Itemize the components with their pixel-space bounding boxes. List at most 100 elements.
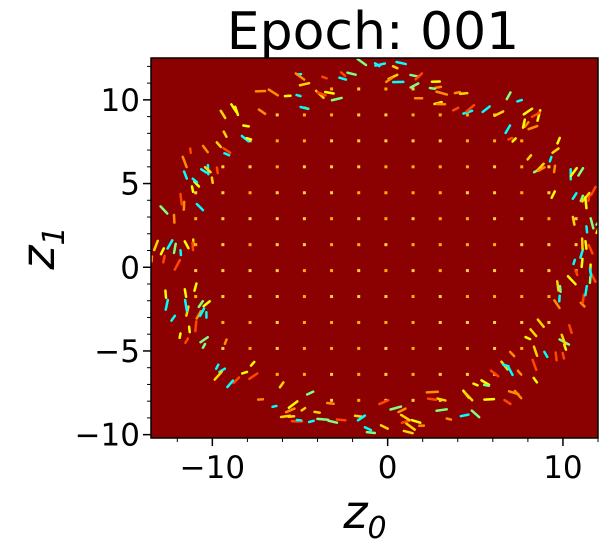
heatmap-boundary-cell bbox=[580, 257, 584, 269]
heatmap-boundary-cell bbox=[159, 205, 169, 215]
heatmap-boundary-cell bbox=[330, 96, 343, 102]
heatmap-cell bbox=[275, 243, 279, 247]
heatmap-boundary-cell bbox=[414, 72, 424, 81]
heatmap-boundary-cell bbox=[232, 376, 241, 385]
x-axis-label: z0 bbox=[342, 485, 386, 546]
heatmap-boundary-cell bbox=[153, 239, 160, 252]
heatmap-boundary-cell bbox=[173, 258, 182, 271]
heatmap-boundary-cell bbox=[284, 407, 296, 414]
heatmap-boundary-cell bbox=[521, 118, 527, 129]
heatmap-boundary-cell bbox=[524, 335, 532, 341]
heatmap-cell bbox=[275, 295, 279, 299]
heatmap-cell bbox=[221, 165, 225, 169]
heatmap-cell bbox=[465, 191, 469, 195]
heatmap-boundary-cell bbox=[462, 109, 474, 115]
heatmap-boundary-cell bbox=[179, 192, 183, 206]
heatmap-boundary-cell bbox=[214, 363, 220, 371]
heatmap-cell bbox=[384, 113, 388, 117]
heatmap-cell bbox=[411, 113, 415, 117]
heatmap-boundary-cell bbox=[472, 382, 479, 387]
heatmap-cell bbox=[520, 269, 524, 273]
heatmap-boundary-cell bbox=[159, 247, 165, 256]
heatmap-cell bbox=[275, 346, 279, 350]
heatmap-cell bbox=[221, 346, 225, 350]
heatmap-cell bbox=[302, 346, 306, 350]
x-tick-label: 0 bbox=[378, 450, 398, 486]
heatmap-cell bbox=[194, 243, 198, 247]
heatmap-cell bbox=[357, 320, 361, 324]
heatmap-boundary-cell bbox=[321, 75, 328, 80]
heatmap-cell bbox=[357, 269, 361, 273]
heatmap-boundary-cell bbox=[543, 350, 549, 359]
heatmap-boundary-cell bbox=[584, 239, 588, 250]
heatmap-boundary-cell bbox=[601, 221, 602, 227]
heatmap-boundary-cell bbox=[523, 121, 530, 128]
plot-frame bbox=[150, 57, 599, 439]
heatmap-boundary-cell bbox=[193, 282, 198, 292]
heatmap-boundary-cell bbox=[552, 164, 557, 174]
heatmap-cell bbox=[574, 243, 578, 247]
heatmap-boundary-cell bbox=[556, 136, 561, 145]
heatmap-cell bbox=[520, 295, 524, 299]
heatmap-cell bbox=[438, 346, 442, 350]
heatmap-cell bbox=[330, 398, 334, 402]
heatmap-boundary-cell bbox=[218, 367, 227, 374]
heatmap-cell bbox=[248, 320, 252, 324]
heatmap-cell bbox=[465, 372, 469, 376]
heatmap-boundary-cell bbox=[560, 333, 567, 346]
heatmap-cell bbox=[221, 320, 225, 324]
heatmap-boundary-cell bbox=[579, 301, 586, 308]
plot-area bbox=[150, 57, 602, 439]
heatmap-boundary-cell bbox=[445, 417, 453, 421]
heatmap-cell bbox=[493, 139, 497, 143]
heatmap-cell bbox=[547, 191, 551, 195]
heatmap-cell bbox=[438, 217, 442, 221]
heatmap-boundary-cell bbox=[373, 62, 381, 68]
heatmap-cell bbox=[275, 165, 279, 169]
heatmap-cell bbox=[493, 295, 497, 299]
heatmap-boundary-cell bbox=[493, 110, 505, 117]
heatmap-boundary-cell bbox=[426, 397, 438, 401]
heatmap-boundary-cell bbox=[391, 65, 399, 70]
heatmap-boundary-cell bbox=[191, 177, 199, 184]
heatmap-boundary-cell bbox=[395, 60, 408, 66]
heatmap-boundary-cell bbox=[307, 419, 315, 424]
heatmap-cell bbox=[438, 269, 442, 273]
heatmap-cell bbox=[194, 295, 198, 299]
heatmap-cell bbox=[302, 295, 306, 299]
heatmap-cell bbox=[493, 243, 497, 247]
heatmap-cell bbox=[357, 243, 361, 247]
heatmap-boundary-cell bbox=[465, 103, 476, 113]
heatmap-boundary-cell bbox=[164, 298, 170, 311]
heatmap-cell bbox=[384, 165, 388, 169]
heatmap-cell bbox=[465, 113, 469, 117]
heatmap-cell bbox=[384, 217, 388, 221]
heatmap-cell bbox=[248, 191, 252, 195]
heatmap-cell bbox=[547, 217, 551, 221]
heatmap-boundary-cell bbox=[267, 88, 280, 97]
heatmap-cell bbox=[438, 113, 442, 117]
heatmap-boundary-cell bbox=[230, 103, 238, 114]
heatmap-cell bbox=[438, 139, 442, 143]
heatmap-cell bbox=[330, 269, 334, 273]
heatmap-boundary-cell bbox=[183, 240, 190, 250]
heatmap-boundary-cell bbox=[550, 190, 557, 199]
heatmap-cell bbox=[465, 139, 469, 143]
heatmap-boundary-cell bbox=[339, 71, 347, 78]
heatmap-cell bbox=[330, 113, 334, 117]
heatmap-cell bbox=[275, 217, 279, 221]
heatmap-boundary-cell bbox=[526, 154, 533, 161]
heatmap-boundary-cell bbox=[435, 90, 449, 96]
heatmap-boundary-cell bbox=[458, 91, 469, 96]
heatmap-boundary-cell bbox=[584, 284, 589, 297]
heatmap-boundary-cell bbox=[199, 168, 208, 174]
y-tick-label: 10 bbox=[101, 83, 140, 119]
heatmap-cell bbox=[330, 191, 334, 195]
heatmap-cell bbox=[465, 295, 469, 299]
heatmap-boundary-cell bbox=[241, 370, 249, 375]
heatmap-cell bbox=[275, 269, 279, 273]
heatmap-boundary-cell bbox=[190, 185, 195, 194]
heatmap-boundary-cell bbox=[425, 390, 440, 394]
heatmap-cell bbox=[520, 243, 524, 247]
y-tick-label: −5 bbox=[94, 334, 140, 370]
